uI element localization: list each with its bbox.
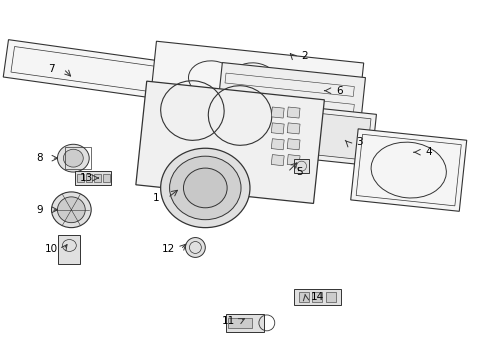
Text: 11: 11 xyxy=(221,316,234,326)
Ellipse shape xyxy=(183,168,226,208)
Polygon shape xyxy=(3,40,214,106)
Ellipse shape xyxy=(63,149,83,167)
Polygon shape xyxy=(350,129,466,211)
Text: 13: 13 xyxy=(80,173,93,183)
Polygon shape xyxy=(103,174,110,183)
Polygon shape xyxy=(94,174,101,183)
Polygon shape xyxy=(286,107,300,118)
Polygon shape xyxy=(59,235,80,264)
Text: 14: 14 xyxy=(310,292,324,302)
Ellipse shape xyxy=(57,144,89,172)
Polygon shape xyxy=(293,159,309,173)
Polygon shape xyxy=(136,81,324,203)
Polygon shape xyxy=(85,174,92,183)
Polygon shape xyxy=(213,63,365,158)
Polygon shape xyxy=(282,105,376,166)
Text: 3: 3 xyxy=(355,137,362,147)
Polygon shape xyxy=(286,139,300,150)
Ellipse shape xyxy=(51,192,91,228)
Polygon shape xyxy=(298,292,308,302)
Ellipse shape xyxy=(169,156,241,220)
Polygon shape xyxy=(271,123,284,134)
Polygon shape xyxy=(75,171,111,185)
Text: 10: 10 xyxy=(45,244,58,255)
Polygon shape xyxy=(271,139,284,150)
Text: 2: 2 xyxy=(301,51,307,61)
Polygon shape xyxy=(286,123,300,134)
Ellipse shape xyxy=(185,238,205,257)
Polygon shape xyxy=(293,289,341,305)
Polygon shape xyxy=(287,111,370,160)
Polygon shape xyxy=(152,41,363,104)
Ellipse shape xyxy=(161,148,249,228)
Text: 6: 6 xyxy=(335,86,342,96)
Polygon shape xyxy=(225,314,264,332)
Polygon shape xyxy=(271,154,284,166)
Polygon shape xyxy=(312,292,322,302)
Polygon shape xyxy=(286,154,300,166)
Polygon shape xyxy=(325,292,336,302)
Text: 4: 4 xyxy=(425,147,431,157)
Text: 5: 5 xyxy=(296,167,302,177)
Text: 9: 9 xyxy=(36,205,43,215)
Text: 7: 7 xyxy=(48,64,55,74)
Ellipse shape xyxy=(57,197,85,223)
Text: 1: 1 xyxy=(152,193,159,203)
Text: 8: 8 xyxy=(36,153,43,163)
Text: 12: 12 xyxy=(162,244,175,255)
Polygon shape xyxy=(77,174,83,183)
Polygon shape xyxy=(227,318,252,328)
Polygon shape xyxy=(271,107,284,118)
